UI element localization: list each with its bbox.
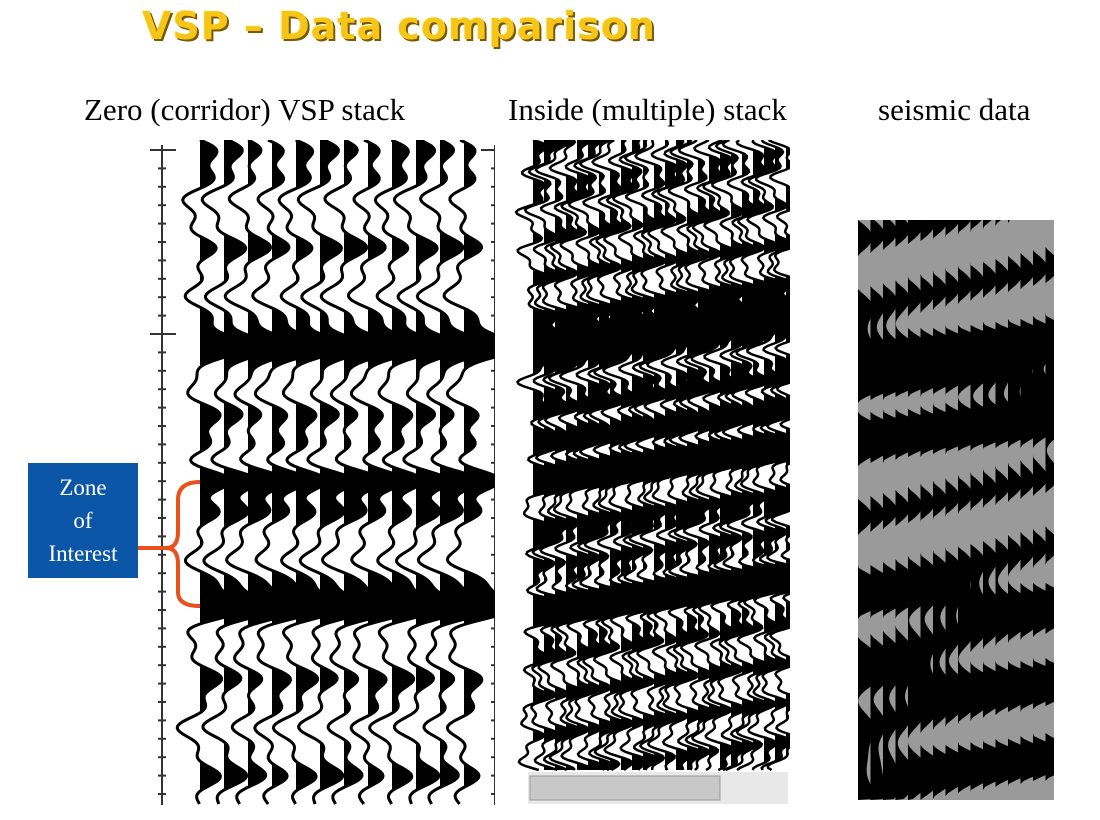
- seismic-trace-fill: [995, 220, 1040, 800]
- trace-fill: [200, 140, 247, 805]
- zone-label-line3: Interest: [48, 541, 118, 566]
- zero-traces: [175, 140, 495, 805]
- seismic-data-label: seismic data: [878, 92, 1031, 127]
- trace-wiggle: [567, 140, 626, 771]
- zero-vsp-stack-label: Zero (corridor) VSP stack: [84, 92, 406, 127]
- trace-wiggle: [200, 140, 275, 805]
- trace-wiggle: [346, 140, 423, 805]
- seismic-trace-fill: [958, 220, 1001, 800]
- trace-fill: [296, 140, 344, 805]
- inside-multiple-stack-panel: [514, 140, 790, 804]
- trace-wiggle: [251, 140, 327, 805]
- trace-wiggle: [392, 140, 466, 805]
- seismic-trace-fill: [858, 220, 901, 800]
- trace-fill: [344, 140, 397, 805]
- zone-bracket: [138, 480, 201, 608]
- trace-wiggle: [271, 140, 345, 805]
- trace-fill: [368, 140, 421, 805]
- trace-fill: [272, 140, 325, 805]
- trace-fill: [643, 140, 683, 770]
- seismic-trace-fill: [970, 220, 1013, 800]
- trace-wiggle: [415, 140, 495, 805]
- trace-fill: [416, 140, 464, 805]
- scrollbar-thumb[interactable]: [529, 775, 721, 801]
- zone-of-interest-box: Zone of Interest: [28, 463, 138, 578]
- zone-label-line1: Zone: [59, 475, 107, 500]
- inside-multiple-stack-label: Inside (multiple) stack: [508, 92, 787, 127]
- trace-fill: [392, 140, 440, 805]
- trace-fill: [786, 140, 790, 770]
- inside-traces: [514, 140, 790, 772]
- trace-fill: [320, 140, 369, 805]
- seismic-trace-fill: [1008, 220, 1052, 800]
- trace-wiggle: [296, 140, 370, 805]
- trace-wiggle: [523, 140, 583, 772]
- zero-vsp-stack-panel: [150, 140, 495, 805]
- zero-panel-time-axis: [150, 145, 176, 805]
- zone-label-line2: of: [73, 508, 93, 533]
- trace-fill: [440, 140, 493, 805]
- trace-wiggle: [223, 140, 303, 805]
- trace-fill: [464, 140, 495, 805]
- trace-wiggle: [534, 140, 599, 772]
- trace-wiggle: [578, 140, 642, 772]
- trace-fill: [610, 140, 651, 770]
- seismic-traces: [858, 220, 1054, 800]
- trace-wiggle: [319, 140, 399, 805]
- slide-title: VSP – Data comparison: [142, 4, 656, 48]
- trace-fill: [599, 140, 641, 770]
- trace-fill: [224, 140, 273, 805]
- seismic-data-panel: [858, 220, 1054, 800]
- trace-wiggle: [558, 140, 613, 771]
- horizontal-scrollbar[interactable]: [528, 772, 788, 804]
- seismic-trace-fill: [1033, 220, 1054, 800]
- trace-fill: [248, 140, 302, 805]
- trace-wiggle: [442, 140, 495, 805]
- trace-wiggle: [175, 140, 249, 805]
- trace-wiggle: [547, 140, 607, 771]
- trace-wiggle: [368, 140, 442, 805]
- seismic-trace-fill: [1020, 220, 1054, 800]
- seismic-trace-fill: [983, 220, 1026, 800]
- trace-wiggle: [514, 140, 569, 772]
- seismic-trace-fill: [1045, 220, 1054, 800]
